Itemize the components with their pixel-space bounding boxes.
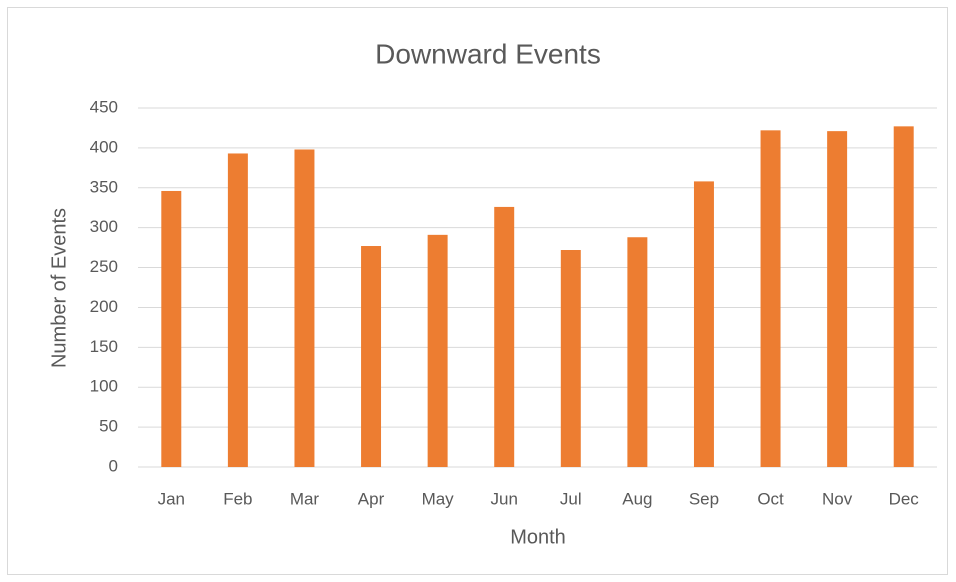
bar	[760, 130, 781, 468]
y-tick-label: 50	[99, 417, 118, 436]
bar	[827, 131, 848, 467]
x-tick-label: Sep	[689, 489, 719, 508]
y-tick-label: 100	[90, 377, 118, 396]
bar	[560, 250, 581, 467]
x-tick-label: Nov	[822, 489, 853, 508]
x-axis-label: Month	[510, 526, 566, 548]
x-tick-label: Dec	[889, 489, 920, 508]
bar	[494, 206, 515, 467]
y-tick-label: 450	[90, 97, 118, 116]
x-tick-label: Jul	[560, 489, 582, 508]
y-tick-label: 0	[109, 456, 118, 475]
x-tick-label: Oct	[757, 489, 784, 508]
bar	[893, 126, 914, 468]
y-axis-label: Number of Events	[48, 208, 70, 368]
x-tick-label: May	[422, 489, 455, 508]
y-tick-label: 200	[90, 297, 118, 316]
bar	[427, 234, 448, 467]
chart-title: Downward Events	[375, 38, 601, 69]
chart-border	[7, 7, 948, 575]
bar	[294, 149, 315, 468]
y-tick-label: 250	[90, 257, 118, 276]
y-tick-label: 400	[90, 137, 118, 156]
bar	[627, 237, 648, 467]
y-tick-label: 350	[90, 177, 118, 196]
bar	[227, 153, 248, 467]
bar	[161, 190, 182, 468]
y-tick-label: 150	[90, 337, 118, 356]
bar	[361, 246, 382, 467]
x-tick-label: Jan	[158, 489, 185, 508]
x-tick-label: Feb	[223, 489, 252, 508]
x-tick-label: Apr	[358, 489, 385, 508]
bar	[693, 181, 714, 467]
x-tick-label: Aug	[622, 489, 652, 508]
y-tick-label: 300	[90, 217, 118, 236]
x-tick-label: Mar	[290, 489, 320, 508]
x-tick-label: Jun	[490, 489, 517, 508]
